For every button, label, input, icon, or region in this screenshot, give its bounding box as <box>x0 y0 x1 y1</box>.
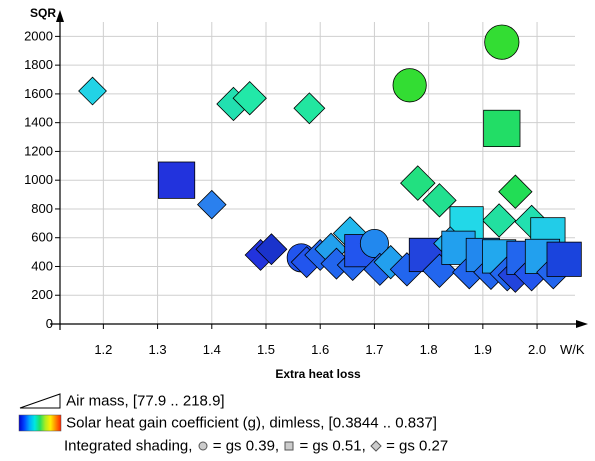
x-axis-arrow <box>576 320 588 328</box>
x-tick-label: 1.9 <box>474 342 492 357</box>
data-point-square <box>157 161 196 199</box>
legend-size-label: Air mass, [77.9 .. 218.9] <box>66 392 225 410</box>
x-tick-label: 1.6 <box>311 342 329 357</box>
y-axis-label: SQR <box>30 6 56 20</box>
x-tick-label: 1.4 <box>203 342 221 357</box>
y-tick-label: 1600 <box>24 86 53 101</box>
y-axis-arrow <box>56 10 64 22</box>
data-point-diamond <box>232 81 267 116</box>
x-ticks: 1.2 1.3 1.4 1.5 1.6 1.7 1.8 1.9 2.0 <box>94 324 546 357</box>
legend-shape: Integrated shading, = gs 0.39, = gs 0.51… <box>18 437 448 455</box>
y-tick-label: 1200 <box>24 143 53 158</box>
color-scale-icon <box>18 414 62 432</box>
scatter-plot: SQR W/K Extra heat loss 0 200 400 600 800 100… <box>24 6 588 381</box>
wedge-icon <box>19 393 61 409</box>
x-axis-unit: W/K <box>560 342 585 357</box>
legend-diamond-label: = gs 0.27 <box>386 437 449 455</box>
legend-size: Air mass, [77.9 .. 218.9] <box>18 392 225 410</box>
data-point-diamond <box>481 203 517 238</box>
y-ticks: 0 200 400 600 800 1000 1200 1400 1600 1800 2000 <box>24 28 60 331</box>
data-point-circle <box>359 228 389 258</box>
x-tick-label: 1.5 <box>257 342 275 357</box>
data-point-circle <box>392 68 427 103</box>
x-tick-label: 1.2 <box>94 342 112 357</box>
grid <box>60 22 575 324</box>
diamond-icon <box>370 440 382 452</box>
x-tick-label: 1.7 <box>365 342 383 357</box>
circle-icon <box>198 441 208 451</box>
x-tick-label: 1.8 <box>420 342 438 357</box>
data-point-diamond <box>293 92 326 125</box>
y-tick-label: 200 <box>31 287 53 302</box>
legend-color: Solar heat gain coefficient (g), dimless… <box>18 414 437 432</box>
y-tick-label: 1400 <box>24 115 53 130</box>
y-tick-label: 400 <box>31 258 53 273</box>
axes: SQR W/K Extra heat loss <box>30 6 588 381</box>
data-point-diamond <box>498 174 533 209</box>
y-tick-label: 800 <box>31 201 53 216</box>
data-point-circle <box>484 24 520 60</box>
x-tick-label: 2.0 <box>528 342 546 357</box>
data-points <box>78 24 582 293</box>
x-tick-label: 1.3 <box>149 342 167 357</box>
legend-circle-label: = gs 0.39, <box>212 437 280 455</box>
data-point-diamond <box>400 165 436 201</box>
data-point-diamond <box>255 233 288 266</box>
y-tick-label: 2000 <box>24 28 53 43</box>
x-axis-label: Extra heat loss <box>275 367 361 381</box>
data-point-square <box>546 241 582 277</box>
data-point-square <box>483 109 521 148</box>
data-point-diamond <box>78 76 107 106</box>
y-tick-label: 1000 <box>24 172 53 187</box>
legend-color-label: Solar heat gain coefficient (g), dimless… <box>66 414 437 432</box>
legend-square-label: = gs 0.51, <box>299 437 366 455</box>
data-point-diamond <box>422 183 457 218</box>
y-tick-label: 0 <box>46 316 53 331</box>
y-tick-label: 600 <box>31 230 53 245</box>
square-icon <box>284 441 294 451</box>
y-tick-label: 1800 <box>24 57 53 72</box>
data-point-diamond <box>197 189 227 220</box>
legend-shape-prefix: Integrated shading, <box>64 437 193 455</box>
